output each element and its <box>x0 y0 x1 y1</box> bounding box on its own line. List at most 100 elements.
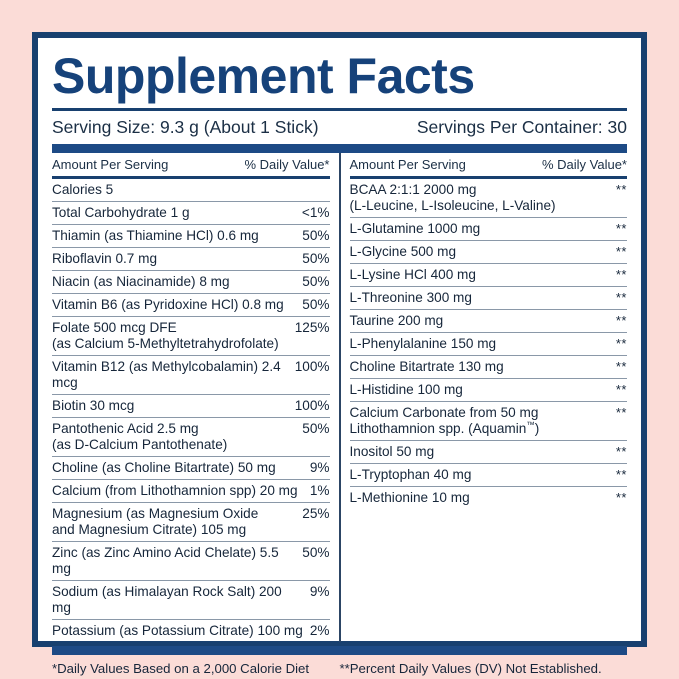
nutrient-name: Total Carbohydrate 1 g <box>52 205 190 220</box>
daily-value: ** <box>615 313 627 328</box>
nutrient-name: Calories 5 <box>52 182 114 197</box>
table-row: Choline (as Choline Bitartrate) 50 mg 9% <box>52 457 330 480</box>
nutrient-name: Calcium Carbonate from 50 mg Lithothamnio… <box>350 405 616 437</box>
table-row: Sodium (as Himalayan Rock Salt) 200 mg 9% <box>52 581 330 620</box>
daily-value: ** <box>615 244 627 259</box>
table-row: L-Glutamine 1000 mg ** <box>349 218 627 241</box>
left-rows-container: Calories 5 Total Carbohydrate 1 g <1% Thiam… <box>52 179 330 642</box>
daily-value: ** <box>615 444 627 459</box>
nutrient-name: L-Glutamine 1000 mg <box>349 221 481 236</box>
table-row: Thiamin (as Thiamine HCl) 0.6 mg 50% <box>52 225 330 248</box>
footer-bar <box>52 646 627 655</box>
column-divider <box>338 153 341 642</box>
nutrient-name: Inositol 50 mg <box>349 444 435 459</box>
nutrient-name: L-Methionine 10 mg <box>349 490 470 505</box>
daily-value: 9% <box>309 460 330 475</box>
nutrient-name: Choline Bitartrate 130 mg <box>349 359 504 374</box>
daily-value: ** <box>615 490 627 505</box>
nutrient-name: Riboflavin 0.7 mg <box>52 251 158 266</box>
serving-info-row: Serving Size: 9.3 g (About 1 Stick) Serv… <box>52 111 627 144</box>
table-row: Biotin 30 mcg 100% <box>52 395 330 418</box>
header-bar <box>52 144 627 153</box>
table-row: L-Tryptophan 40 mg ** <box>349 464 627 487</box>
daily-value: 50% <box>302 251 330 266</box>
title-divider <box>52 108 627 111</box>
supplement-facts-panel: Supplement Facts Serving Size: 9.3 g (Ab… <box>32 32 647 676</box>
nutrient-name: L-Lysine HCl 400 mg <box>349 267 476 282</box>
servings-per-container-text: Servings Per Container: 30 <box>416 117 627 137</box>
table-row: Riboflavin 0.7 mg 50% <box>52 248 330 271</box>
daily-value: ** <box>615 467 627 482</box>
nutrient-name: Potassium (as Potassium Citrate) 100 mg <box>52 623 303 638</box>
table-row: Choline Bitartrate 130 mg ** <box>349 356 627 379</box>
daily-value: 100% <box>294 398 330 413</box>
table-row: L-Lysine HCl 400 mg ** <box>349 264 627 287</box>
nutrient-name: L-Tryptophan 40 mg <box>349 467 472 482</box>
nutrient-source-text: (as D-Calcium Pantothenate) <box>52 437 228 452</box>
daily-value: ** <box>615 382 627 397</box>
nutrient-name: L-Threonine 300 mg <box>349 290 472 305</box>
daily-value: ** <box>615 405 627 420</box>
table-row: L-Histidine 100 mg ** <box>349 379 627 402</box>
nutrient-name: Vitamin B6 (as Pyridoxine HCl) 0.8 mg <box>52 297 284 312</box>
nutrient-name: Magnesium (as Magnesium Oxide and Magnesi… <box>52 506 302 538</box>
right-nutrient-column: Amount Per Serving % Daily Value* BCAA 2… <box>341 153 628 642</box>
right-dv-header: % Daily Value* <box>541 157 627 172</box>
footnote-dv-not-established: **Percent Daily Values (DV) Not Establis… <box>339 661 602 676</box>
right-header-rule <box>349 176 627 179</box>
table-row: BCAA 2:1:1 2000 mg (L-Leucine, L-Isoleuci… <box>349 179 627 218</box>
left-column-header: Amount Per Serving % Daily Value* <box>52 153 330 176</box>
left-header-rule <box>52 176 330 179</box>
right-rows-container: BCAA 2:1:1 2000 mg (L-Leucine, L-Isoleuci… <box>349 179 628 509</box>
nutrient-source-text: Lithothamnion spp. (Aquamin™) <box>349 419 540 436</box>
table-row: Calcium Carbonate from 50 mg Lithothamnio… <box>349 402 627 441</box>
daily-value: <1% <box>301 205 330 220</box>
table-row: Vitamin B6 (as Pyridoxine HCl) 0.8 mg 50% <box>52 294 330 317</box>
nutrient-name: Choline (as Choline Bitartrate) 50 mg <box>52 460 276 475</box>
table-row: Magnesium (as Magnesium Oxide and Magnesi… <box>52 503 330 542</box>
daily-value: 2% <box>309 623 330 638</box>
page-title: Supplement Facts <box>52 48 475 104</box>
serving-size-text: Serving Size: 9.3 g (About 1 Stick) <box>52 117 319 137</box>
table-row: Zinc (as Zinc Amino Acid Chelate) 5.5 mg… <box>52 542 330 581</box>
nutrient-name: Sodium (as Himalayan Rock Salt) 200 mg <box>52 584 282 615</box>
table-row: L-Threonine 300 mg ** <box>349 287 627 310</box>
daily-value: 50% <box>302 274 330 289</box>
daily-value: 25% <box>302 506 330 521</box>
daily-value: ** <box>615 267 627 282</box>
nutrient-name: Biotin 30 mcg <box>52 398 135 413</box>
daily-value: 50% <box>302 421 330 436</box>
left-dv-header: % Daily Value* <box>244 157 330 172</box>
table-row: Taurine 200 mg ** <box>349 310 627 333</box>
table-row: Pantothenic Acid 2.5 mg (as D-Calcium Pan… <box>52 418 330 457</box>
table-row: Total Carbohydrate 1 g <1% <box>52 202 330 225</box>
daily-value: 125% <box>294 320 330 335</box>
daily-value: 50% <box>302 545 330 560</box>
left-amount-header: Amount Per Serving <box>52 157 169 172</box>
table-row: Niacin (as Niacinamide) 8 mg 50% <box>52 271 330 294</box>
nutrition-columns: Amount Per Serving % Daily Value* Calori… <box>52 153 627 642</box>
nutrient-name: Pantothenic Acid 2.5 mg (as D-Calcium Pan… <box>52 421 302 453</box>
daily-value: 100% <box>294 359 330 374</box>
right-amount-header: Amount Per Serving <box>349 157 466 172</box>
daily-value: ** <box>615 221 627 236</box>
nutrient-name: L-Phenylalanine 150 mg <box>349 336 497 351</box>
nutrient-name: Niacin (as Niacinamide) 8 mg <box>52 274 230 289</box>
footnote-daily-values: *Daily Values Based on a 2,000 Calorie D… <box>52 661 310 676</box>
nutrient-name: Vitamin B12 (as Methylcobalamin) 2.4 mcg <box>52 359 281 390</box>
daily-value: 50% <box>302 297 330 312</box>
table-row: L-Methionine 10 mg ** <box>350 487 628 509</box>
table-row: L-Phenylalanine 150 mg ** <box>349 333 627 356</box>
daily-value: ** <box>615 290 627 305</box>
nutrient-name: L-Glycine 500 mg <box>349 244 457 259</box>
daily-value: 1% <box>309 483 330 498</box>
right-column-header: Amount Per Serving % Daily Value* <box>350 153 628 176</box>
nutrient-source-text: and Magnesium Citrate) 105 mg <box>52 522 247 537</box>
panel-inner: Supplement Facts Serving Size: 9.3 g (Ab… <box>52 38 627 676</box>
daily-value: 9% <box>309 584 330 599</box>
table-row: Inositol 50 mg ** <box>349 441 627 464</box>
table-row: Calories 5 <box>52 179 330 202</box>
table-row: L-Glycine 500 mg ** <box>349 241 627 264</box>
left-nutrient-column: Amount Per Serving % Daily Value* Calori… <box>52 153 339 642</box>
nutrient-source-text: (as Calcium 5-Methyltetrahydrofolate) <box>52 336 279 351</box>
